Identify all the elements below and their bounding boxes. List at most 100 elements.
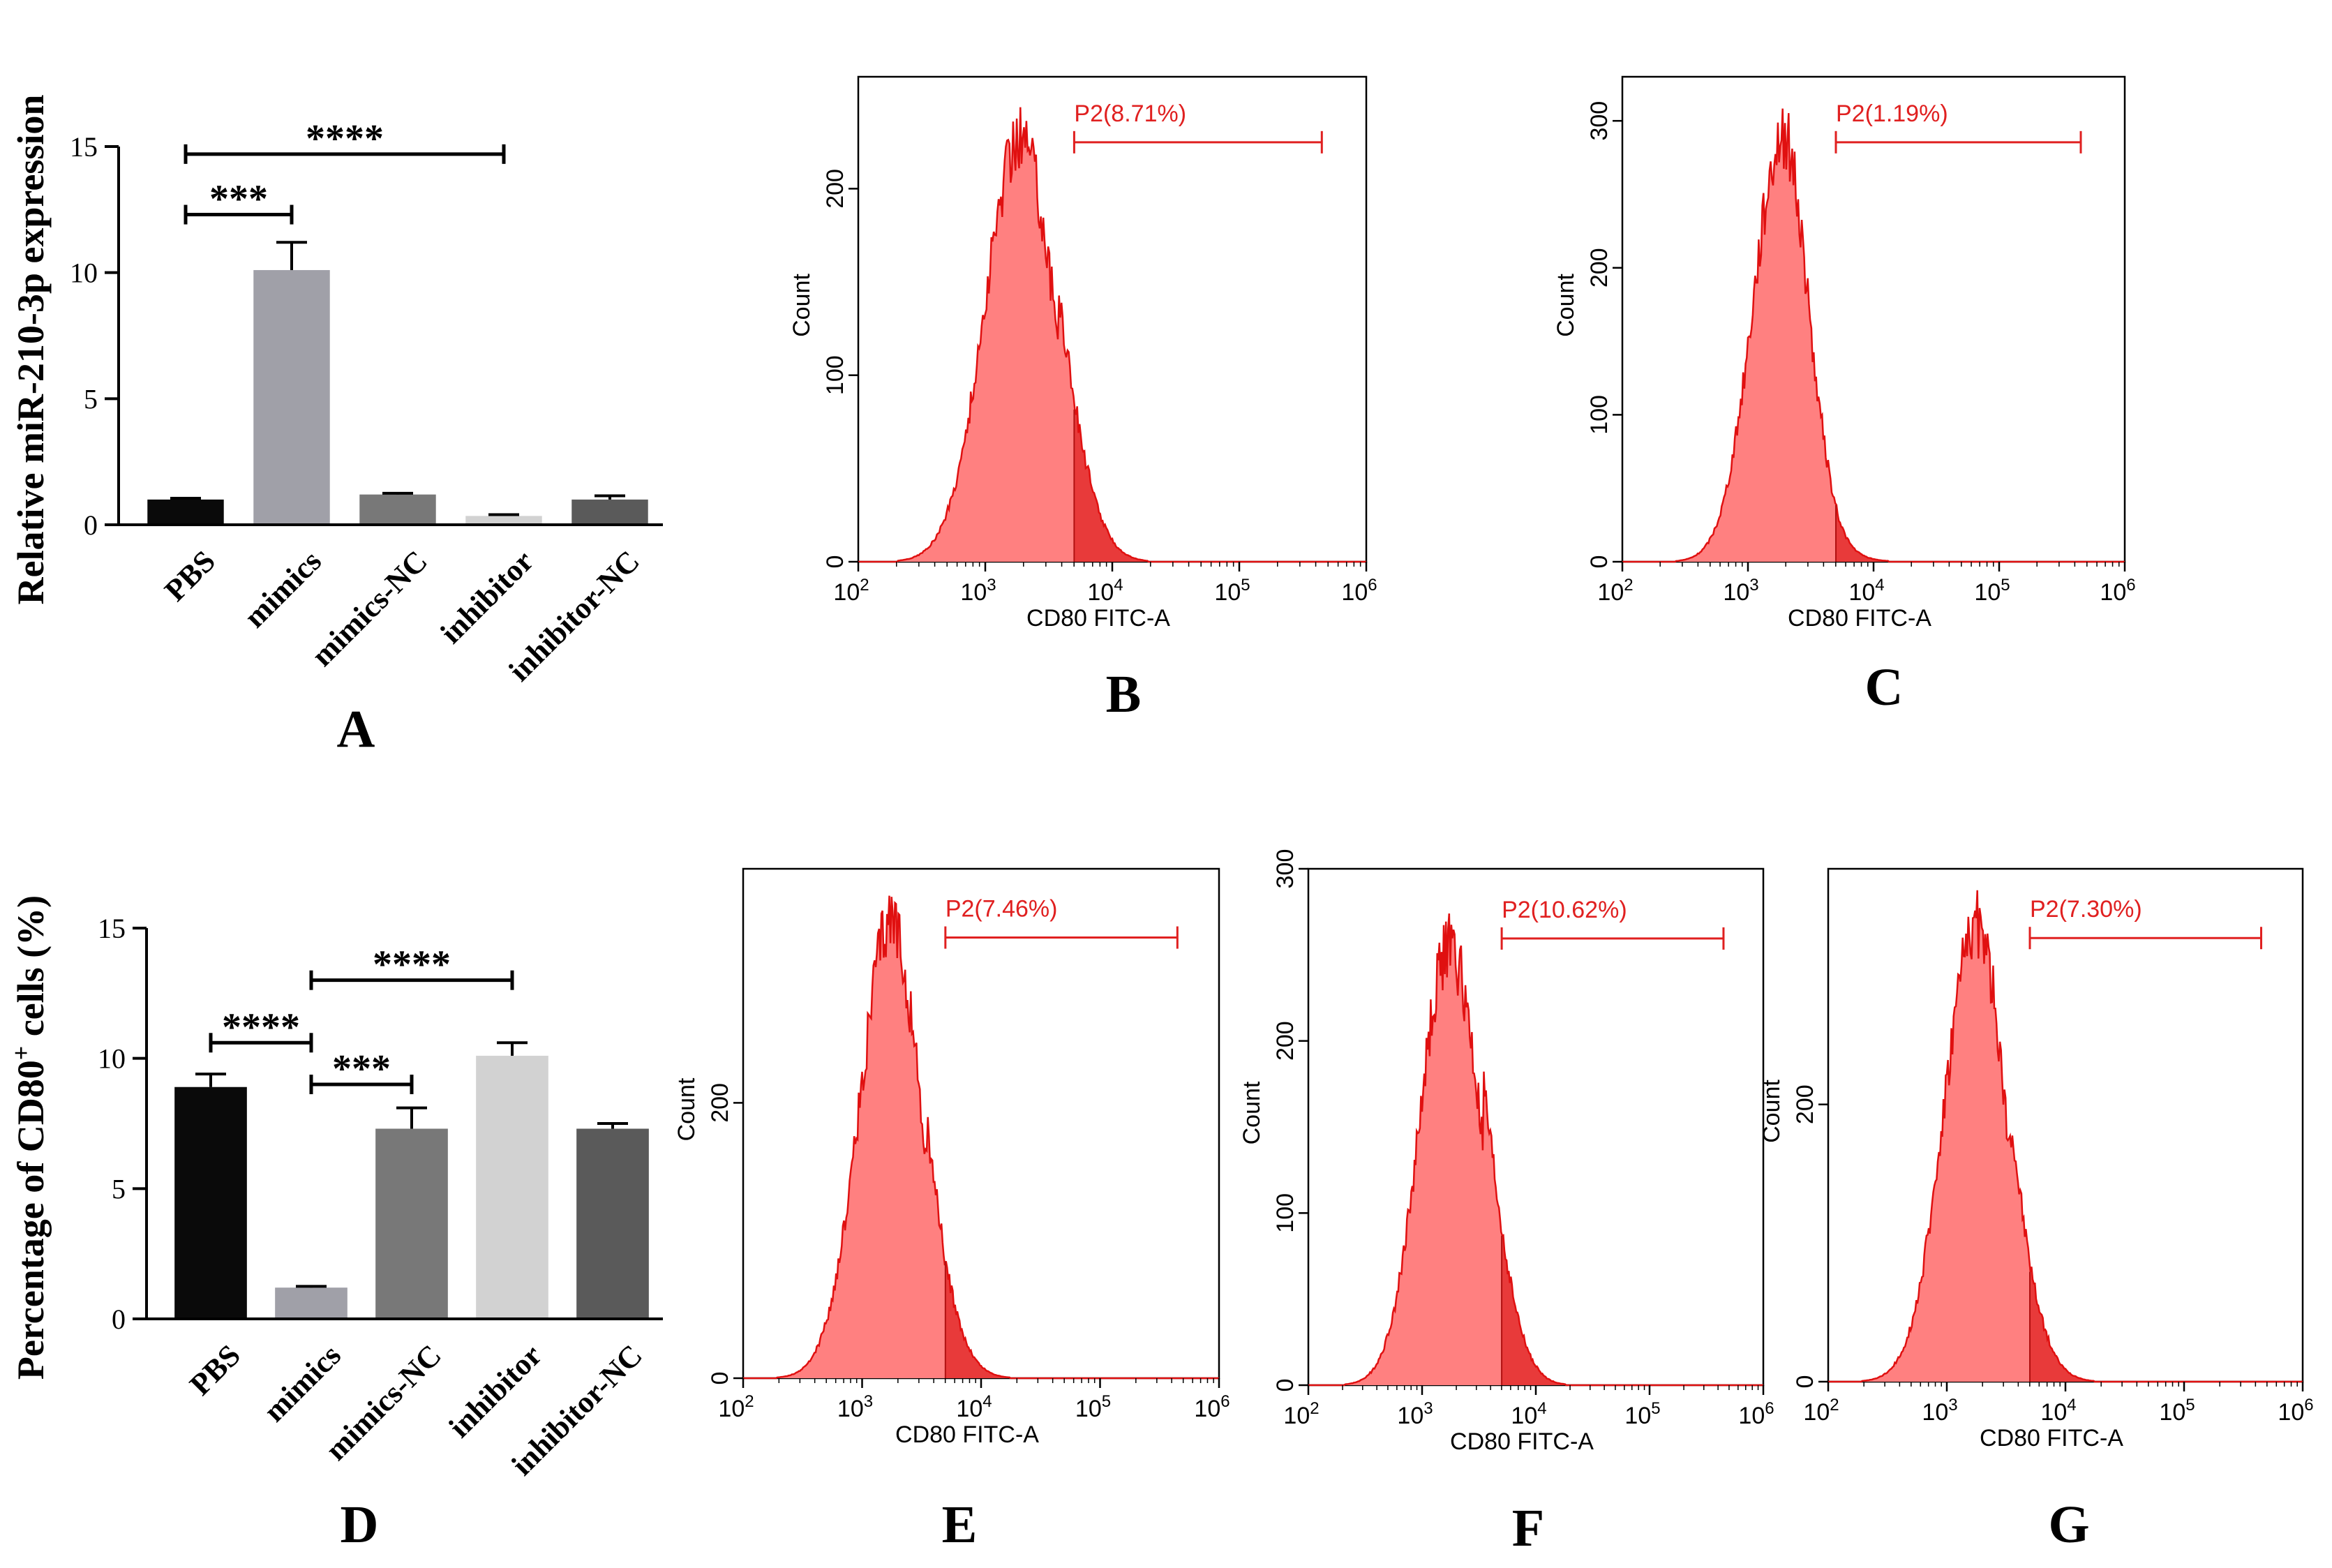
x-axis-title: CD80 FITC-A	[1450, 1428, 1594, 1455]
y-axis-title-main: Percentage of CD80	[10, 1060, 52, 1380]
x-tick-base: 10	[1283, 1403, 1310, 1429]
x-axis-title: CD80 FITC-A	[1980, 1425, 2123, 1451]
histogram-line	[1308, 913, 1763, 1387]
panel-label-c: C	[1865, 658, 1904, 717]
panel-label-e: E	[942, 1495, 978, 1554]
x-tick-base: 10	[833, 579, 860, 606]
gate-label: P2(7.46%)	[945, 896, 1058, 923]
x-tick-label: 103	[837, 1392, 873, 1422]
y-tick-label: 15	[98, 913, 126, 944]
x-tick-label: 104	[1511, 1399, 1546, 1429]
y-tick-label: 300	[1586, 101, 1613, 141]
y-tick-label: 0	[84, 509, 98, 541]
y-axis-title: Count	[1239, 1081, 1265, 1144]
x-tick-exponent: 3	[1948, 1396, 1957, 1414]
panel-label-b: B	[1106, 665, 1142, 724]
x-tick-label: 103	[960, 576, 996, 606]
x-tick-label: 106	[2278, 1396, 2313, 1426]
x-tick-label: 105	[1624, 1399, 1660, 1429]
x-tick-base: 10	[1397, 1403, 1423, 1429]
x-tick-label: 102	[1283, 1399, 1319, 1429]
x-tick-exponent: 3	[864, 1392, 873, 1411]
x-tick-label: 106	[1341, 576, 1377, 606]
x-axis-title: CD80 FITC-A	[895, 1421, 1039, 1448]
x-tick-exponent: 5	[1102, 1392, 1111, 1411]
histogram-fill	[1308, 913, 1763, 1385]
bar-inhibitor	[476, 1055, 548, 1319]
x-tick-label: 104	[2040, 1396, 2076, 1426]
x-axis-title: CD80 FITC-A	[1788, 605, 1931, 632]
y-tick-label: 0	[1792, 1375, 1818, 1389]
y-tick-label: 10	[70, 257, 98, 289]
x-tick-base: 10	[1341, 579, 1368, 606]
x-tick-label: 104	[1087, 576, 1123, 606]
y-tick-label: 0	[822, 555, 849, 569]
x-tick-base: 10	[1738, 1403, 1765, 1429]
bar-inhibitor-nc	[571, 499, 648, 525]
x-tick-exponent: 2	[1624, 576, 1633, 595]
y-tick-label: 200	[1792, 1084, 1818, 1124]
histogram-fill	[1622, 108, 2125, 562]
x-tick-exponent: 4	[982, 1392, 992, 1411]
bar-inhibitor	[465, 516, 542, 525]
bar-pbs	[147, 499, 224, 525]
y-tick-label: 100	[1272, 1193, 1299, 1233]
x-tick-exponent: 4	[1875, 576, 1884, 595]
y-tick-label: 300	[1272, 849, 1299, 889]
y-axis-title-main: Relative miR-210-3p expression	[10, 95, 52, 605]
y-tick-label: 0	[112, 1304, 126, 1335]
x-tick-label: 103	[1723, 576, 1758, 606]
x-tick-label: 106	[2100, 576, 2135, 606]
bar-inhibitor-nc	[576, 1128, 649, 1319]
histogram-gated-fill	[945, 1261, 1219, 1378]
significance-label: ***	[209, 178, 268, 221]
y-axis-title: Count	[673, 1077, 700, 1141]
histogram-gated-fill	[1075, 406, 1366, 562]
x-tick-label: 102	[1597, 576, 1633, 606]
y-tick-label: 5	[84, 383, 98, 415]
x-tick-label: 105	[1075, 1392, 1111, 1422]
panel-label-g: G	[2048, 1495, 2089, 1554]
bar-mimics	[275, 1287, 347, 1319]
gate-label: P2(10.62%)	[1502, 897, 1627, 923]
y-tick-label: 15	[70, 131, 98, 163]
x-tick-label: 104	[1848, 576, 1884, 606]
histogram-gated-fill	[2030, 1267, 2303, 1382]
x-tick-exponent: 6	[1220, 1392, 1229, 1411]
histogram-gated-fill	[1502, 1235, 1763, 1385]
y-tick-label: 200	[707, 1083, 733, 1123]
histogram-fill	[743, 895, 1219, 1378]
x-tick-label: 103	[1922, 1396, 1957, 1426]
x-tick-exponent: 6	[1765, 1399, 1774, 1418]
x-tick-base: 10	[2159, 1399, 2185, 1426]
x-tick-base: 10	[1214, 579, 1241, 606]
x-tick-base: 10	[1075, 1396, 1102, 1422]
y-axis-title: Count	[788, 274, 815, 337]
x-tick-label: 106	[1194, 1392, 1229, 1422]
x-tick-base: 10	[1974, 579, 2001, 606]
histogram-line	[858, 107, 1366, 563]
x-tick-base: 10	[2278, 1399, 2304, 1426]
panel-label-f: F	[1512, 1499, 1544, 1558]
x-tick-exponent: 5	[1651, 1399, 1660, 1418]
x-tick-exponent: 2	[1830, 1396, 1839, 1414]
significance-label: ****	[222, 1006, 300, 1049]
x-tick-label: 103	[1397, 1399, 1433, 1429]
y-axis-title: Percentage of CD80+ cells (%)	[7, 895, 52, 1380]
x-tick-label: 105	[1974, 576, 2010, 606]
y-axis-title-superscript: +	[7, 1046, 35, 1061]
y-tick-label: 100	[822, 355, 849, 395]
y-axis-title: Count	[1758, 1080, 1785, 1143]
x-tick-exponent: 6	[2126, 576, 2135, 595]
x-tick-label: 102	[833, 576, 869, 606]
x-tick-base: 10	[1803, 1399, 1830, 1426]
x-tick-base: 10	[1597, 579, 1624, 606]
x-tick-exponent: 5	[2185, 1396, 2195, 1414]
x-tick-exponent: 4	[1537, 1399, 1546, 1418]
histogram-line	[743, 895, 1219, 1380]
panel-label-a: A	[337, 700, 375, 759]
